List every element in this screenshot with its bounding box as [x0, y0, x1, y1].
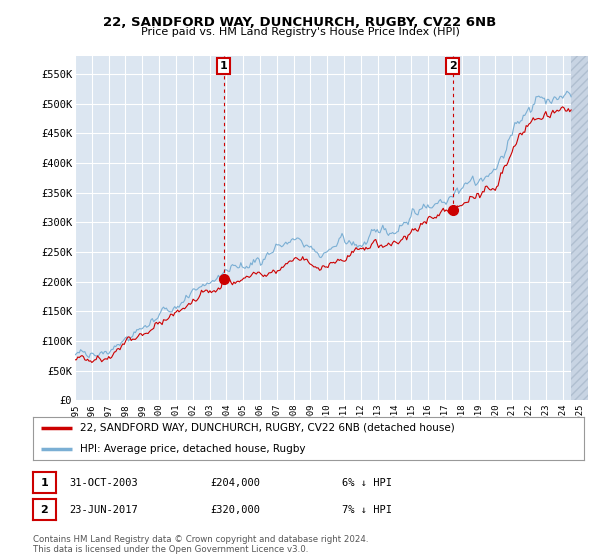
- Text: Contains HM Land Registry data © Crown copyright and database right 2024.
This d: Contains HM Land Registry data © Crown c…: [33, 535, 368, 554]
- Text: 6% ↓ HPI: 6% ↓ HPI: [342, 478, 392, 488]
- Text: Price paid vs. HM Land Registry's House Price Index (HPI): Price paid vs. HM Land Registry's House …: [140, 27, 460, 37]
- Text: HPI: Average price, detached house, Rugby: HPI: Average price, detached house, Rugb…: [80, 445, 305, 454]
- Text: 2: 2: [41, 505, 48, 515]
- Text: 7% ↓ HPI: 7% ↓ HPI: [342, 505, 392, 515]
- Text: 23-JUN-2017: 23-JUN-2017: [69, 505, 138, 515]
- Text: £320,000: £320,000: [210, 505, 260, 515]
- Text: 1: 1: [220, 61, 227, 71]
- Text: 1: 1: [41, 478, 48, 488]
- Text: 22, SANDFORD WAY, DUNCHURCH, RUGBY, CV22 6NB: 22, SANDFORD WAY, DUNCHURCH, RUGBY, CV22…: [103, 16, 497, 29]
- Text: £204,000: £204,000: [210, 478, 260, 488]
- Text: 31-OCT-2003: 31-OCT-2003: [69, 478, 138, 488]
- Text: 2: 2: [449, 61, 457, 71]
- Text: 22, SANDFORD WAY, DUNCHURCH, RUGBY, CV22 6NB (detached house): 22, SANDFORD WAY, DUNCHURCH, RUGBY, CV22…: [80, 423, 455, 432]
- Bar: [571, 56, 588, 400]
